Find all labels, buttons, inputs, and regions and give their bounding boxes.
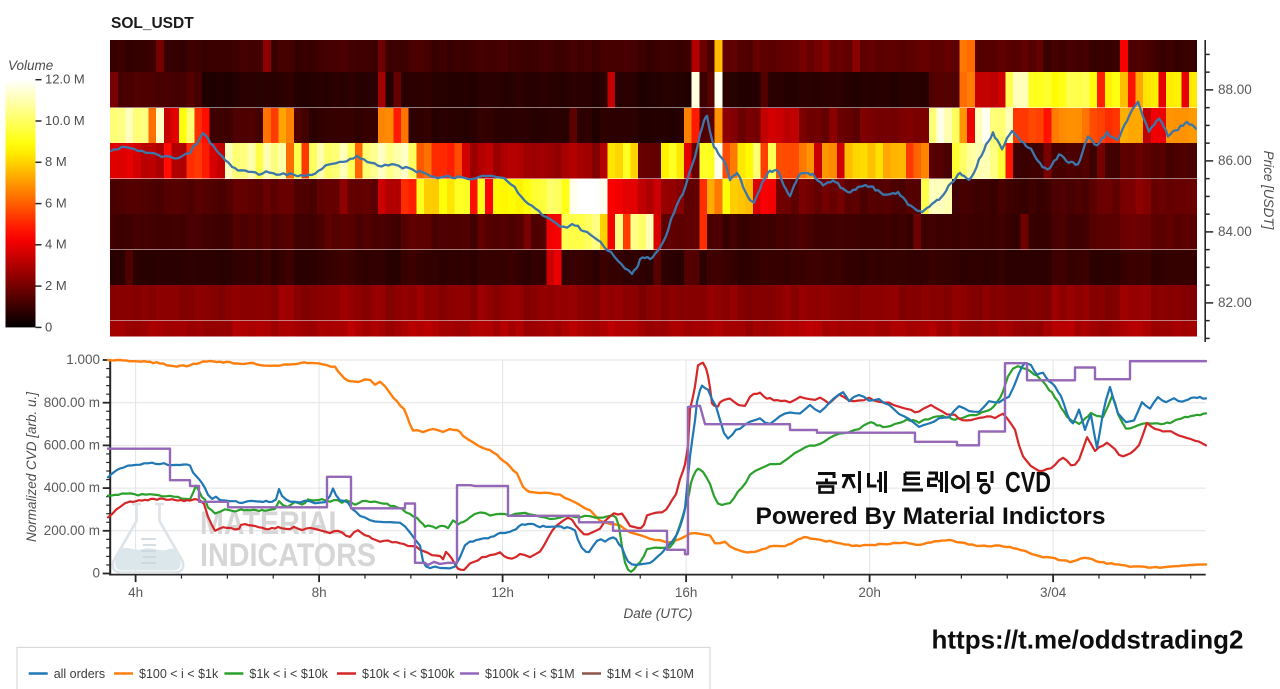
svg-text:MATERIAL: MATERIAL	[200, 505, 346, 541]
svg-text:200.00 m: 200.00 m	[44, 523, 100, 538]
svg-text:CVD: CVD	[1005, 467, 1051, 499]
svg-text:$10k < i < $100k: $10k < i < $100k	[362, 667, 455, 681]
svg-text:88.00: 88.00	[1218, 82, 1252, 97]
svg-text:INDICATORS: INDICATORS	[200, 537, 376, 573]
svg-text:$1k < i < $10k: $1k < i < $10k	[249, 667, 328, 681]
svg-text:https://t.me/oddstrading2: https://t.me/oddstrading2	[932, 625, 1244, 655]
svg-text:82.00: 82.00	[1218, 295, 1252, 310]
svg-text:0: 0	[92, 566, 100, 581]
svg-text:all orders: all orders	[54, 667, 105, 681]
svg-text:Normalized CVD [arb. u.]: Normalized CVD [arb. u.]	[24, 391, 39, 542]
svg-text:Price [USDT]: Price [USDT]	[1261, 151, 1276, 231]
svg-text:400.00 m: 400.00 m	[44, 480, 100, 495]
svg-text:$100k < i < $1M: $100k < i < $1M	[485, 667, 575, 681]
svg-text:Volume: Volume	[8, 58, 53, 73]
svg-text:12h: 12h	[491, 585, 514, 600]
svg-text:86.00: 86.00	[1218, 153, 1252, 168]
svg-text:20h: 20h	[858, 585, 881, 600]
svg-text:1.000: 1.000	[66, 352, 100, 367]
svg-text:0: 0	[45, 319, 52, 334]
svg-text:10.0 M: 10.0 M	[45, 113, 85, 128]
svg-text:84.00: 84.00	[1218, 224, 1252, 239]
svg-text:Powered By Material Indictors: Powered By Material Indictors	[756, 503, 1106, 530]
svg-text:4 M: 4 M	[45, 237, 67, 252]
svg-text:$1M < i < $10M: $1M < i < $10M	[607, 667, 694, 681]
svg-text:8 M: 8 M	[45, 154, 67, 169]
svg-text:3/04: 3/04	[1040, 585, 1067, 600]
svg-text:SOL_USDT: SOL_USDT	[111, 15, 194, 32]
svg-text:16h: 16h	[675, 585, 698, 600]
svg-text:$100 < i < $1k: $100 < i < $1k	[139, 667, 219, 681]
svg-text:4h: 4h	[128, 585, 143, 600]
svg-text:8h: 8h	[312, 585, 327, 600]
svg-text:2 M: 2 M	[45, 278, 67, 293]
svg-text:12.0 M: 12.0 M	[45, 72, 85, 87]
svg-text:Date (UTC): Date (UTC)	[623, 606, 692, 621]
svg-text:800.00 m: 800.00 m	[44, 395, 100, 410]
svg-text:600.00 m: 600.00 m	[44, 437, 100, 452]
svg-text:6 M: 6 M	[45, 196, 67, 211]
